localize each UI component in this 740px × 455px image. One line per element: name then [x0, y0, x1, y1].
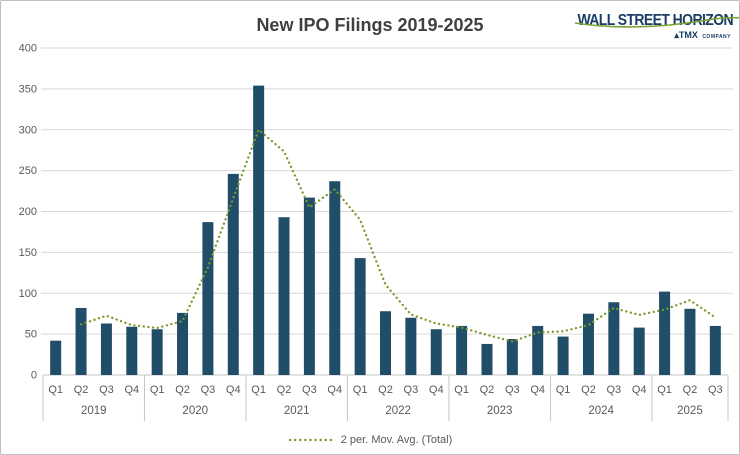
x-tick-label: Q3 — [404, 384, 419, 396]
moving-average-legend-swatch — [288, 438, 333, 442]
bar-2021-Q4 — [329, 181, 341, 375]
x-tick-label: Q3 — [606, 384, 621, 396]
bar-2024-Q3 — [608, 302, 620, 375]
legend-label: 2 per. Mov. Avg. (Total) — [340, 434, 453, 446]
x-tick-label: Q2 — [378, 384, 393, 396]
bar-2022-Q2 — [380, 311, 391, 375]
tmx-company-text: COMPANY — [702, 34, 731, 40]
x-tick-label: Q2 — [175, 384, 190, 396]
chart-title: New IPO Filings 2019-2025 — [256, 15, 484, 35]
bar-2021-Q3 — [303, 197, 315, 375]
x-tick-label: Q1 — [454, 384, 469, 396]
bar-2019-Q3 — [100, 323, 112, 375]
chart-legend: 2 per. Mov. Avg. (Total) — [1, 434, 739, 446]
moving-average-line — [79, 127, 717, 343]
x-tick-label: Q4 — [429, 384, 444, 396]
x-tick-label: Q4 — [632, 384, 647, 396]
bar-2023-Q3 — [506, 339, 518, 375]
x-tick-label: Q4 — [226, 384, 241, 396]
x-tick-label: Q2 — [277, 384, 292, 396]
bar-2025-Q2 — [684, 308, 696, 375]
x-tick-label: Q1 — [251, 384, 266, 396]
y-tick-label: 150 — [19, 247, 37, 259]
bar-2020-Q4 — [227, 173, 239, 375]
bar-2022-Q4 — [430, 329, 442, 375]
x-tick-label: Q1 — [150, 384, 165, 396]
bar-2020-Q1 — [151, 329, 163, 375]
logo-tagline: ▴TMX COMPANY — [571, 30, 731, 41]
x-tick-label: Q3 — [505, 384, 520, 396]
bar-2019-Q4 — [126, 326, 138, 375]
x-tick-label: Q3 — [708, 384, 723, 396]
y-tick-label: 250 — [19, 165, 37, 177]
year-label: 2021 — [284, 405, 310, 417]
bar-2023-Q1 — [456, 325, 468, 375]
x-tick-label: Q2 — [581, 384, 596, 396]
y-tick-label: 50 — [25, 329, 37, 341]
bar-2023-Q2 — [481, 343, 493, 375]
bar-2019-Q1 — [50, 340, 62, 375]
bar-2022-Q1 — [354, 258, 366, 375]
bar-2024-Q4 — [633, 327, 645, 375]
year-label: 2023 — [487, 405, 513, 417]
year-label: 2024 — [588, 405, 614, 417]
x-tick-label: Q2 — [480, 384, 495, 396]
bar-2020-Q2 — [177, 312, 189, 375]
bar-2021-Q2 — [278, 217, 290, 375]
x-tick-label: Q2 — [683, 384, 698, 396]
year-label: 2019 — [81, 405, 107, 417]
bar-2019-Q2 — [75, 307, 87, 375]
y-tick-label: 100 — [19, 288, 37, 300]
x-tick-label: Q3 — [99, 384, 114, 396]
bar-2024-Q1 — [557, 336, 569, 375]
y-tick-label: 350 — [19, 83, 37, 95]
x-tick-label: Q1 — [353, 384, 368, 396]
x-tick-label: Q1 — [657, 384, 672, 396]
year-label: 2025 — [677, 405, 703, 417]
x-tick-label: Q1 — [48, 384, 63, 396]
year-label: 2022 — [385, 405, 411, 417]
wall-street-horizon-logo: WALL STREET HORIZON ▴TMX COMPANY — [571, 9, 739, 41]
x-tick-label: Q3 — [302, 384, 317, 396]
logo-brand-text: WALL STREET HORIZON — [577, 9, 733, 29]
x-tick-label: Q4 — [530, 384, 545, 396]
bar-2025-Q1 — [659, 291, 671, 375]
bar-2022-Q3 — [405, 317, 417, 375]
y-tick-label: 0 — [31, 370, 37, 382]
y-tick-label: 300 — [19, 124, 37, 136]
bar-2023-Q4 — [532, 325, 544, 375]
bar-2020-Q3 — [202, 222, 214, 375]
x-tick-label: Q4 — [327, 384, 342, 396]
bar-2021-Q1 — [253, 85, 265, 375]
bar-2025-Q3 — [709, 325, 721, 375]
tmx-logo-text: ▴TMX — [674, 30, 698, 40]
y-tick-label: 400 — [19, 43, 37, 55]
x-tick-label: Q3 — [201, 384, 216, 396]
year-label: 2020 — [182, 405, 208, 417]
x-tick-label: Q1 — [556, 384, 571, 396]
y-tick-label: 200 — [19, 206, 37, 218]
bar-2024-Q2 — [582, 313, 594, 375]
x-tick-label: Q2 — [74, 384, 89, 396]
x-tick-label: Q4 — [124, 384, 139, 396]
